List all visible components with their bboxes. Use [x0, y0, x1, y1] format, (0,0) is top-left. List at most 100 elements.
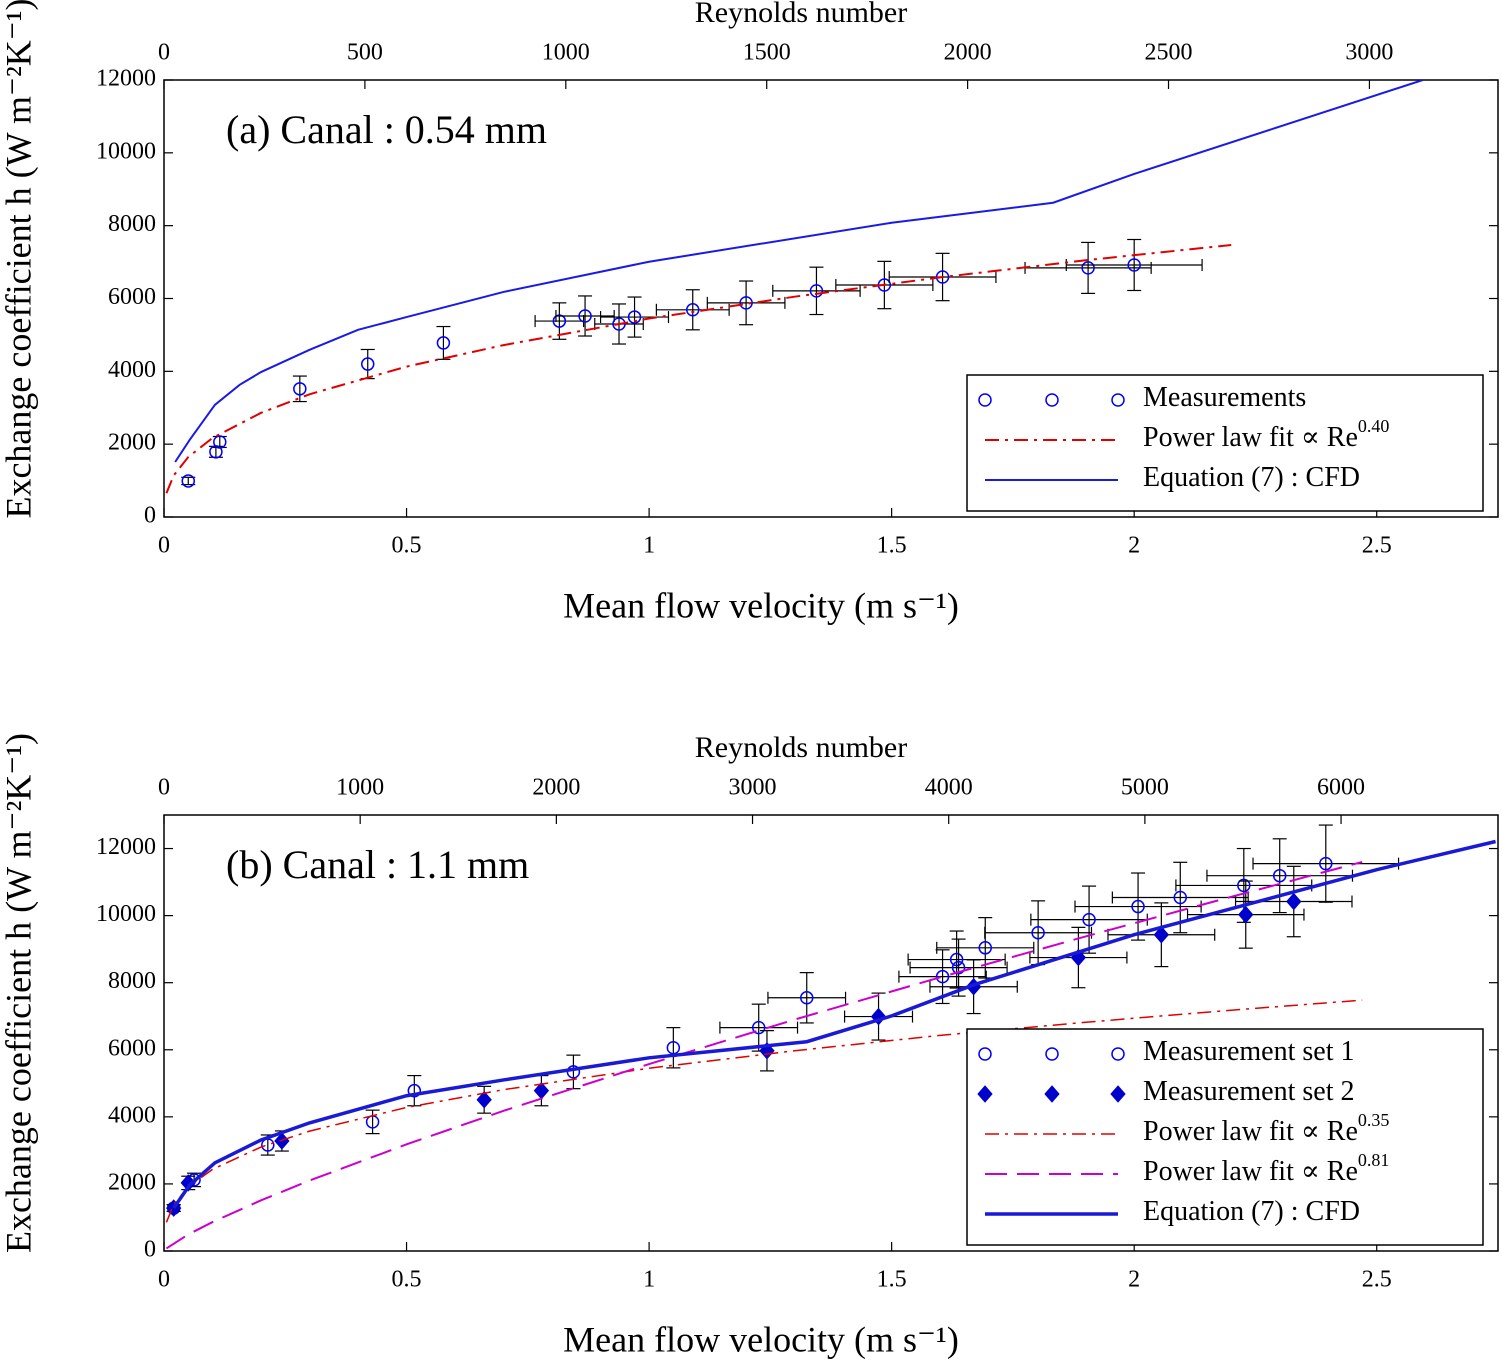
y-error-bar	[292, 375, 307, 403]
x-error-bar	[767, 991, 847, 1004]
marker-circle	[1081, 261, 1095, 275]
y-tick-label: 4000	[108, 1102, 156, 1128]
legend-name: Measurements	[1143, 382, 1306, 413]
marker-diamond	[870, 1007, 887, 1026]
y-axis-label: Exchange coefficient h (W m⁻²K⁻¹)	[0, 733, 38, 1253]
x-tick-label: 2	[1128, 533, 1140, 559]
legend-superscript: 0.40	[1358, 416, 1390, 436]
marker-circle	[293, 382, 307, 396]
x2-axis-label: Reynolds number	[695, 731, 907, 764]
marker-circle	[1127, 258, 1141, 272]
marker-circle	[1272, 868, 1287, 883]
marker-circle	[809, 284, 824, 298]
legend-name: Equation (7) : CFD	[1143, 462, 1360, 493]
marker-circle	[951, 960, 966, 975]
y-tick-label: 0	[144, 1237, 156, 1263]
x2-axis-label: Reynolds number	[695, 0, 907, 29]
x2-tick-label: 500	[347, 40, 383, 66]
x2-tick-label: 1000	[336, 775, 384, 801]
x-tick-label: 2.5	[1362, 1267, 1392, 1293]
legend-label: Equation (7) : CFD	[1143, 1196, 1360, 1227]
marker-circle	[978, 941, 993, 955]
y-tick-label: 8000	[108, 211, 156, 237]
x-tick-label: 0	[158, 1267, 170, 1293]
series-line	[172, 839, 1496, 1210]
y-tick-label: 10000	[96, 138, 156, 164]
marker-diamond	[977, 1085, 993, 1103]
legend-box	[966, 1028, 1484, 1246]
legend-name: Measurement set 2	[1143, 1076, 1355, 1107]
x-error-bar	[599, 311, 670, 324]
legend-label: Measurement set 1	[1143, 1036, 1355, 1067]
marker-diamond	[1044, 1085, 1060, 1103]
y-axis-label: Exchange coefficient h (W m⁻²K⁻¹)	[0, 0, 38, 519]
series-line	[174, 80, 1424, 463]
x2-tick-label: 6000	[1317, 775, 1365, 801]
marker-circle	[978, 393, 992, 407]
x2-tick-label: 3000	[729, 775, 777, 801]
marker-circle	[1237, 878, 1251, 893]
y-tick-label: 4000	[108, 357, 156, 383]
x-tick-label: 0	[158, 533, 170, 559]
y-error-bar	[407, 1074, 422, 1107]
marker-circle	[360, 357, 375, 371]
marker-circle	[407, 1083, 422, 1098]
marker-circle	[436, 336, 451, 350]
marker-circle	[935, 969, 950, 984]
legend-label: Measurement set 2	[1143, 1076, 1355, 1107]
x-tick-label: 2.5	[1362, 533, 1392, 559]
marker-circle	[552, 314, 567, 328]
plot-area	[165, 80, 1424, 494]
marker-diamond	[476, 1090, 492, 1109]
x2-tick-label: 4000	[925, 775, 973, 801]
x-tick-label: 1.5	[877, 1267, 907, 1293]
legend: Measurements Power law fit ∝ Re0.40 Equati…	[966, 374, 1484, 512]
marker-circle	[578, 309, 592, 323]
y-tick-label: 8000	[108, 968, 156, 994]
marker-circle	[612, 317, 626, 331]
y-tick-label: 6000	[108, 284, 156, 310]
legend-name: Equation (7) : CFD	[1143, 1196, 1360, 1227]
marker-circle	[213, 435, 227, 449]
y-error-bar	[360, 348, 375, 380]
x-error-bar	[909, 961, 1008, 974]
x-axis-label: Mean flow velocity (m s⁻¹)	[563, 585, 959, 625]
marker-circle	[1031, 925, 1045, 940]
legend-box	[966, 374, 1484, 512]
marker-circle	[1111, 393, 1125, 407]
x-axis-label: Mean flow velocity (m s⁻¹)	[563, 1319, 959, 1359]
series-line	[165, 999, 1363, 1223]
x-tick-label: 1	[643, 1267, 655, 1293]
y-error-bar	[365, 1109, 380, 1135]
marker-diamond	[1110, 1085, 1126, 1103]
x2-tick-label: 1000	[542, 40, 590, 66]
x-tick-label: 2	[1128, 1267, 1140, 1293]
y-error-bar	[436, 325, 451, 360]
plot-area	[165, 824, 1496, 1250]
marker-circle	[1045, 1047, 1059, 1061]
legend-label: Power law fit ∝ Re0.35	[1143, 1110, 1389, 1147]
annotation: (a) Canal : 0.54 mm	[226, 107, 547, 152]
marker-circle	[1173, 890, 1188, 905]
x2-tick-label: 1500	[743, 40, 791, 66]
marker-circle	[627, 310, 642, 324]
marker-circle	[1082, 912, 1096, 927]
legend-label: Measurements	[1143, 382, 1306, 413]
marker-circle	[1111, 1047, 1125, 1061]
legend-name: Power law fit ∝ Re	[1143, 422, 1358, 453]
y-error-bar	[566, 1054, 581, 1090]
x-tick-label: 0.5	[392, 1267, 422, 1293]
plot-frame	[163, 814, 1499, 1252]
x2-tick-label: 2500	[1145, 40, 1193, 66]
y-tick-label: 6000	[108, 1035, 156, 1061]
marker-circle	[1131, 899, 1145, 914]
marker-circle	[751, 1020, 766, 1035]
x-error-bar	[907, 953, 1006, 966]
y-error-bar	[666, 1027, 681, 1069]
legend-label: Power law fit ∝ Re0.81	[1143, 1150, 1389, 1187]
marker-diamond	[1153, 925, 1170, 944]
x-error-bar	[706, 296, 786, 309]
legend-name: Measurement set 1	[1143, 1036, 1355, 1067]
series-line	[165, 243, 1232, 494]
